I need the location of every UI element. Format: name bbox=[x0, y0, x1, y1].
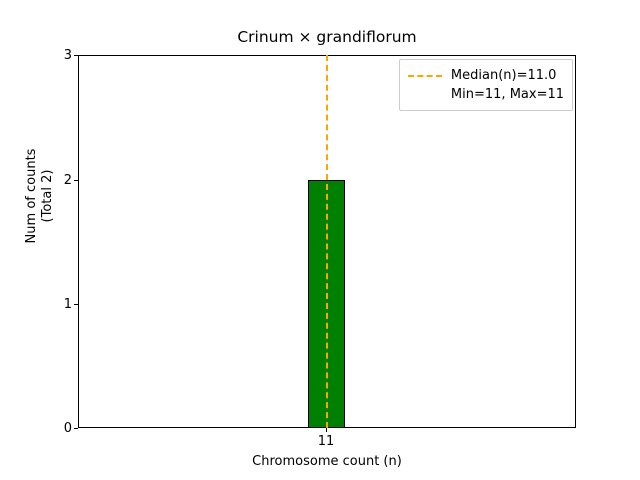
x-tick-label-11: 11 bbox=[317, 434, 335, 449]
y-tick-label-3: 3 bbox=[63, 48, 72, 63]
legend[interactable]: Median(n)=11.0 Min=11, Max=11 bbox=[398, 59, 573, 111]
x-axis-label: Chromosome count (n) bbox=[252, 454, 402, 469]
legend-label-median: Median(n)=11.0 bbox=[450, 68, 557, 83]
y-axis-label: Num of counts (Total 2) bbox=[24, 36, 56, 356]
y-tick-label-1: 1 bbox=[63, 297, 72, 312]
x-tick-mark-11 bbox=[326, 428, 327, 432]
y-tick-label-2: 2 bbox=[63, 173, 72, 188]
y-axis-label-line-2: (Total 2) bbox=[40, 169, 55, 223]
y-tick-mark-2 bbox=[74, 180, 78, 181]
y-tick-mark-1 bbox=[74, 304, 78, 305]
y-tick-mark-0 bbox=[74, 428, 78, 429]
legend-entry-minmax: Min=11, Max=11 bbox=[408, 85, 564, 104]
dashed-line-icon bbox=[407, 74, 442, 77]
y-tick-label-0: 0 bbox=[63, 421, 72, 436]
median-line bbox=[326, 55, 328, 428]
legend-label-minmax: Min=11, Max=11 bbox=[450, 87, 564, 102]
legend-entry-median: Median(n)=11.0 bbox=[407, 66, 564, 85]
plot-area: Median(n)=11.0 Min=11, Max=11 bbox=[78, 55, 576, 428]
y-tick-mark-3 bbox=[74, 55, 78, 56]
y-axis-label-line-1: Num of counts bbox=[24, 148, 39, 244]
chart-title: Crinum × grandiflorum bbox=[237, 28, 417, 46]
